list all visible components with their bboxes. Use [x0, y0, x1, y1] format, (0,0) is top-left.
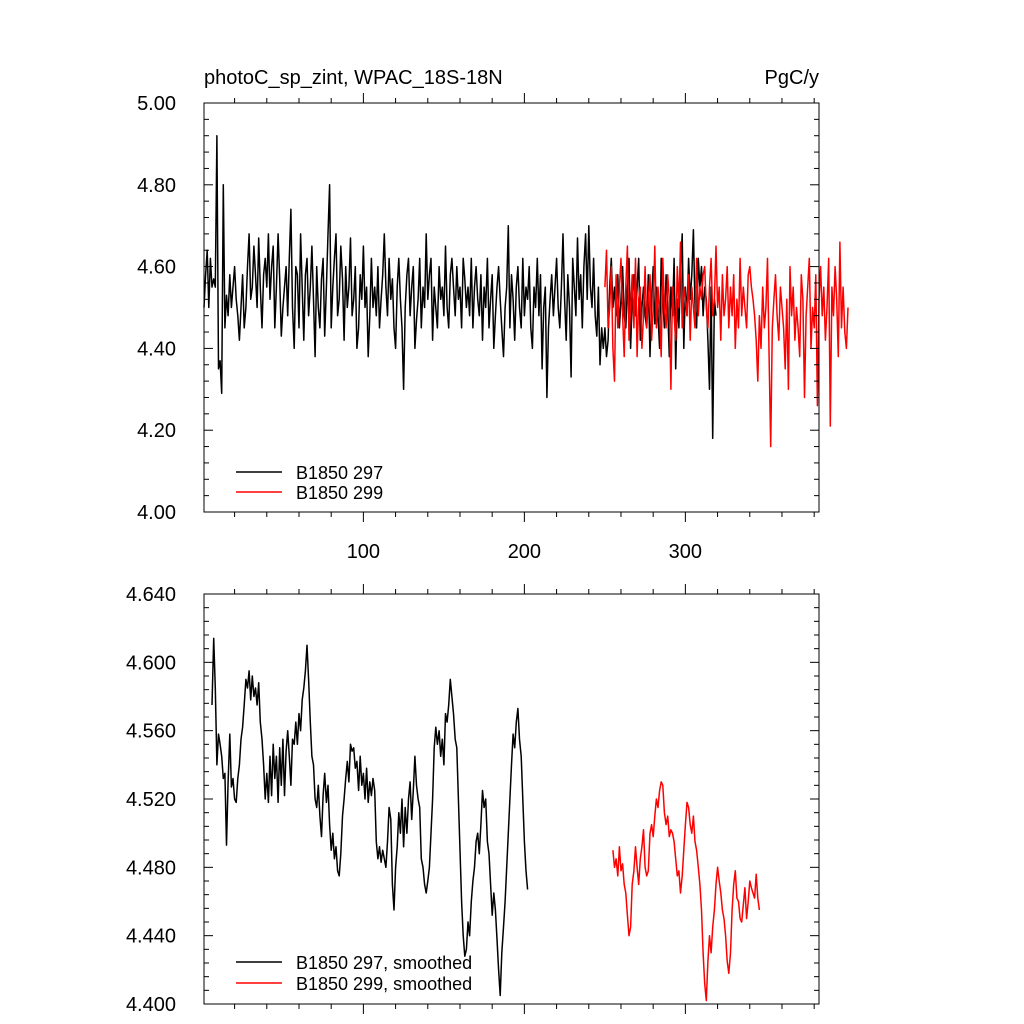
top-series-line-1 — [203, 134, 717, 440]
bottom-ytick-label: 4.600 — [126, 652, 176, 674]
top-ytick-label: 4.00 — [137, 502, 176, 524]
top-panel-units: PgC/y — [765, 67, 819, 89]
top-ytick-label: 5.00 — [137, 93, 176, 115]
bottom-series-line-1 — [211, 637, 529, 997]
bottom-panel: 4.400 4.440 4.480 4.520 4.560 4.600 4.640 B185… — [126, 584, 820, 1016]
bottom-legend-label-297: B1850 297, smoothed — [296, 953, 472, 973]
bottom-ytick-label: 4.640 — [126, 584, 176, 606]
bottom-axis-ticks — [204, 584, 819, 1014]
bottom-legend-label-299: B1850 299, smoothed — [296, 974, 472, 994]
top-series-line-2 — [604, 241, 849, 448]
bottom-legend: B1850 297, smoothed B1850 299, smoothed — [236, 953, 472, 994]
top-ytick-label: 4.80 — [137, 175, 176, 197]
top-ytick-label: 4.40 — [137, 338, 176, 360]
top-axis-labels: 4.00 4.20 4.40 4.60 4.80 5.00 100 200 300 — [137, 93, 702, 563]
top-ytick-label: 4.60 — [137, 257, 176, 279]
top-legend-label-297: B1850 297 — [296, 463, 383, 483]
bottom-ytick-label: 4.520 — [126, 789, 176, 811]
bottom-axis-labels: 4.400 4.440 4.480 4.520 4.560 4.600 4.640 — [126, 584, 176, 1016]
top-legend-label-299: B1850 299 — [296, 483, 383, 503]
top-axis-ticks — [204, 93, 819, 522]
top-plot-frame — [203, 102, 820, 513]
bottom-ytick-label: 4.400 — [126, 994, 176, 1016]
bottom-ytick-label: 4.560 — [126, 721, 176, 743]
bottom-series-lines — [211, 637, 761, 1002]
bottom-ytick-label: 4.480 — [126, 857, 176, 879]
top-xtick-label: 100 — [347, 541, 380, 563]
bottom-series-line-2 — [612, 781, 761, 1002]
top-xtick-label: 200 — [508, 541, 541, 563]
bottom-plot-frame — [203, 593, 820, 1005]
top-panel-title: photoC_sp_zint, WPAC_18S-18N — [204, 67, 503, 89]
top-series-lines — [203, 134, 849, 448]
top-ytick-label: 4.20 — [137, 420, 176, 442]
top-panel: photoC_sp_zint, WPAC_18S-18N PgC/y 4.004… — [137, 67, 849, 563]
top-legend: B1850 297 B1850 299 — [236, 463, 383, 503]
top-xtick-label: 300 — [669, 541, 702, 563]
bottom-ytick-label: 4.440 — [126, 926, 176, 948]
